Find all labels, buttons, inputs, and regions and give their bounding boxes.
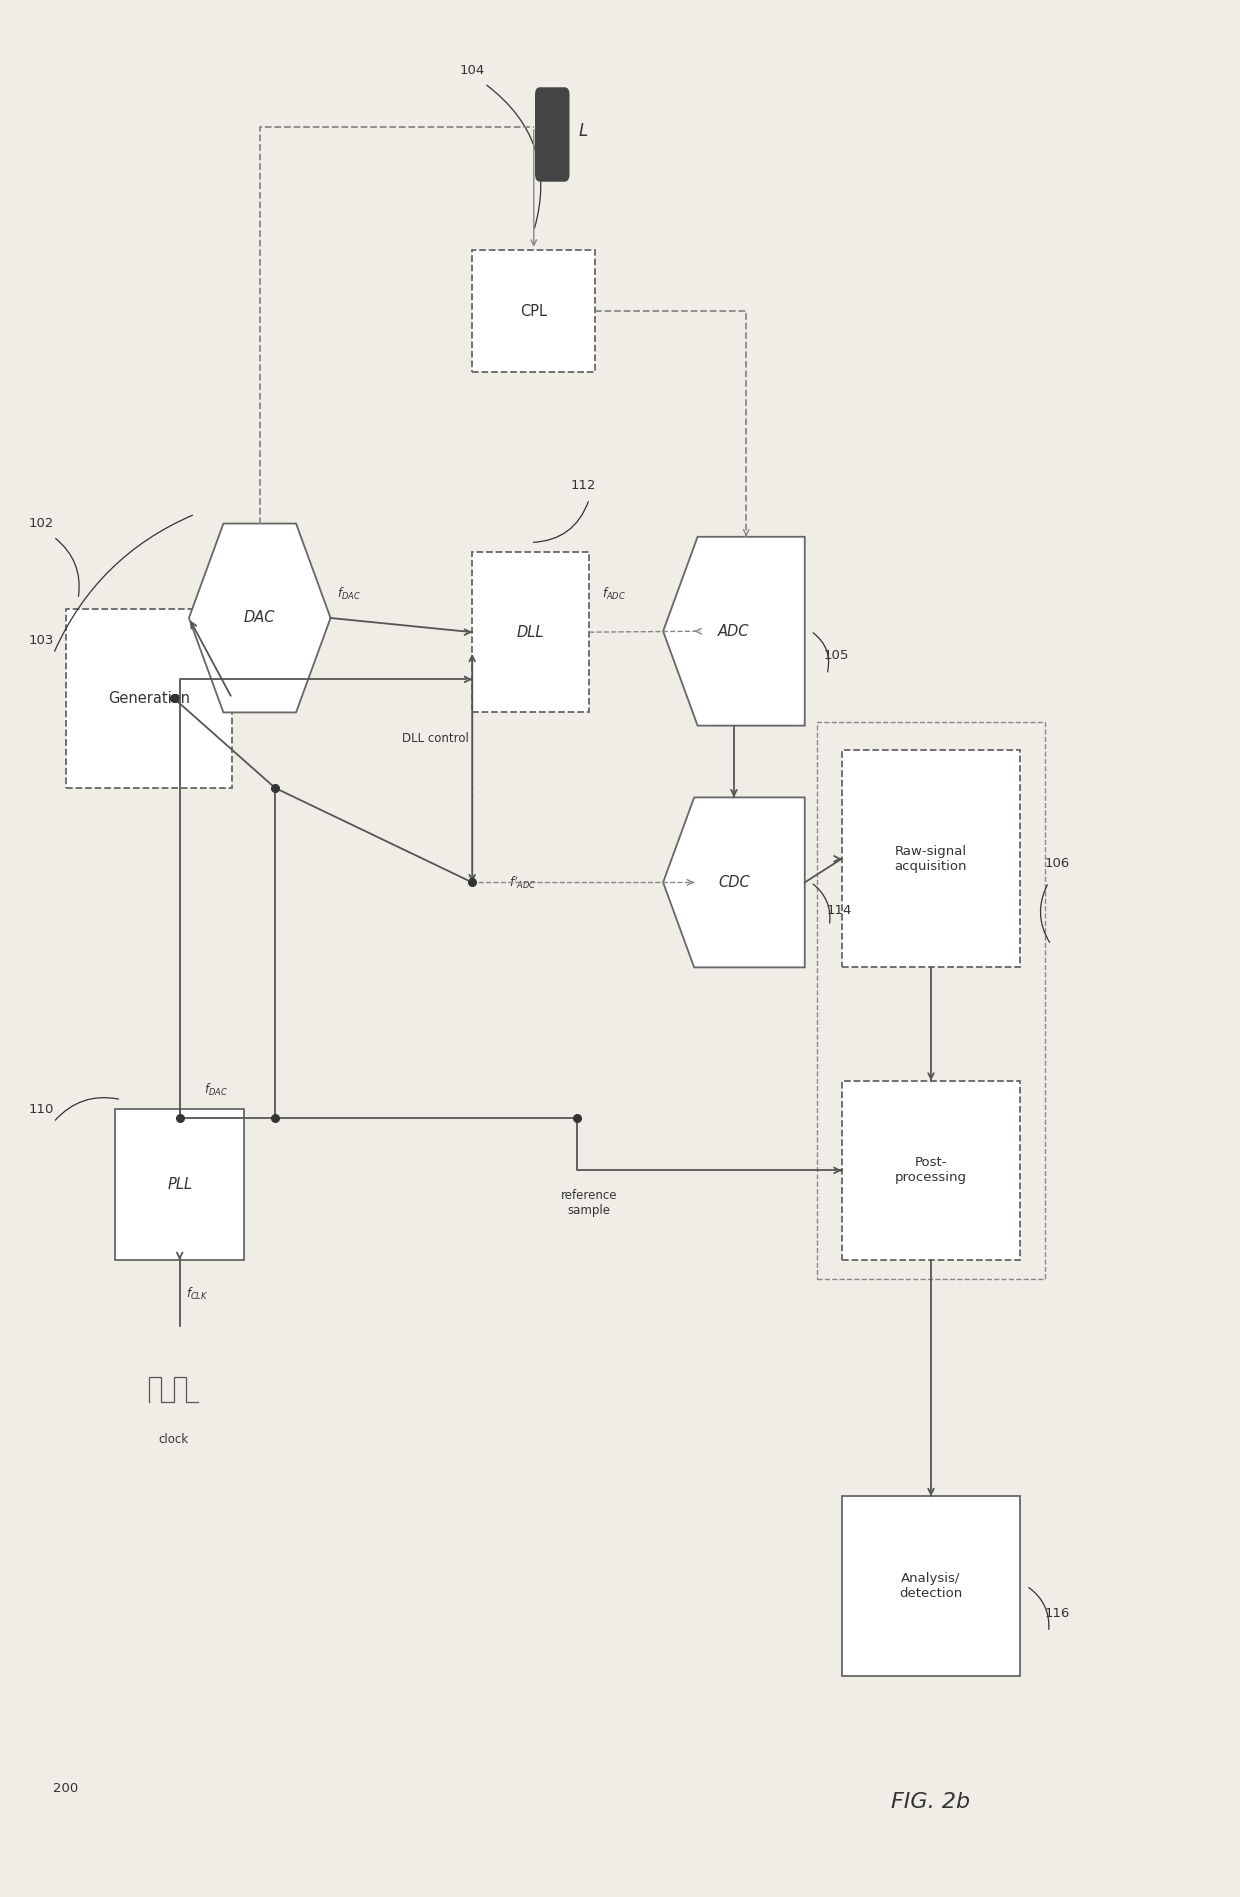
Text: $f_{CLK}$: $f_{CLK}$ <box>186 1286 208 1301</box>
Text: DLL control: DLL control <box>402 732 469 746</box>
FancyBboxPatch shape <box>842 1081 1021 1260</box>
Text: reference
sample: reference sample <box>560 1189 618 1218</box>
Text: 102: 102 <box>29 518 55 529</box>
Text: 114: 114 <box>827 905 852 918</box>
Text: $f_{DAC}$: $f_{DAC}$ <box>205 1081 228 1098</box>
Polygon shape <box>663 537 805 727</box>
Text: 104: 104 <box>460 64 485 76</box>
Text: Raw-signal
acquisition: Raw-signal acquisition <box>895 844 967 873</box>
Text: 112: 112 <box>570 480 596 493</box>
FancyBboxPatch shape <box>472 552 589 713</box>
Text: Generation: Generation <box>108 691 190 706</box>
FancyBboxPatch shape <box>66 609 232 787</box>
FancyBboxPatch shape <box>842 1497 1021 1675</box>
FancyBboxPatch shape <box>534 87 569 182</box>
Text: clock: clock <box>159 1432 188 1446</box>
Text: 116: 116 <box>1045 1607 1070 1620</box>
Text: 103: 103 <box>29 634 55 647</box>
Text: CDC: CDC <box>718 875 750 890</box>
Text: 106: 106 <box>1045 857 1070 871</box>
Text: DLL: DLL <box>517 624 544 639</box>
Text: 110: 110 <box>29 1102 55 1115</box>
Text: $f_{ADC}$: $f_{ADC}$ <box>601 586 625 603</box>
Text: DAC: DAC <box>244 611 275 626</box>
Text: $f_{DAC}$: $f_{DAC}$ <box>337 586 361 603</box>
Text: 200: 200 <box>53 1783 78 1795</box>
Text: PLL: PLL <box>167 1176 192 1191</box>
FancyBboxPatch shape <box>115 1110 244 1260</box>
Text: Post-
processing: Post- processing <box>895 1157 967 1184</box>
Text: L: L <box>578 121 588 140</box>
Text: Analysis/
detection: Analysis/ detection <box>899 1573 962 1599</box>
FancyBboxPatch shape <box>842 749 1021 967</box>
Text: ADC: ADC <box>718 624 750 639</box>
Polygon shape <box>663 797 805 967</box>
Text: 105: 105 <box>823 649 848 662</box>
FancyBboxPatch shape <box>472 250 595 372</box>
Text: $f'_{ADC}$: $f'_{ADC}$ <box>510 875 537 892</box>
Text: CPL: CPL <box>521 304 547 319</box>
Text: FIG. 2b: FIG. 2b <box>892 1793 970 1812</box>
Polygon shape <box>188 524 331 713</box>
